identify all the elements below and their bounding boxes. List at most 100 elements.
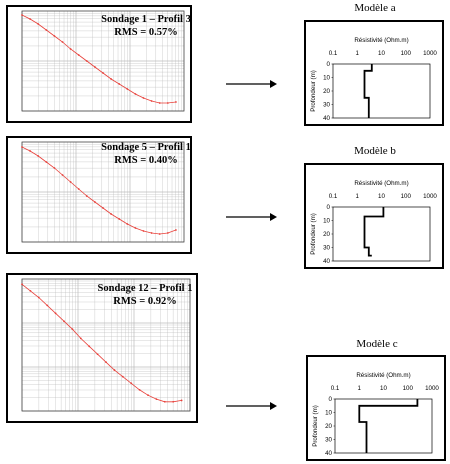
data-point: [21, 14, 23, 16]
data-point: [37, 296, 40, 299]
data-point: [71, 328, 74, 331]
data-point: [46, 304, 49, 307]
y-axis-label: Profondeur (m): [310, 213, 317, 255]
y-axis-label: Profondeur (m): [310, 70, 317, 112]
plot-frame: [332, 206, 431, 262]
sounding-plot-3: [21, 278, 191, 412]
sounding-title-2: Sondage 5 – Profil 1: [101, 142, 191, 153]
x-tick-label: 0.1: [329, 50, 338, 57]
series-line: [21, 283, 182, 403]
data-point: [88, 345, 91, 348]
y-tick-label: 20: [325, 423, 332, 430]
data-point: [175, 101, 177, 103]
data-point: [77, 54, 80, 56]
y-tick-label: 10: [323, 218, 330, 225]
data-point: [29, 150, 31, 152]
model-figure-a: Résistivité (Ohm.m) 0.1 1 10 100 1000 0 10 20 30 4…: [304, 20, 444, 126]
data-point: [29, 18, 31, 20]
y-tick-label: 20: [323, 231, 330, 238]
data-point: [61, 174, 64, 176]
model-plot-b: Résistivité (Ohm.m) 0.1 1 10 100 1000 0 10 20 30 4…: [310, 180, 437, 265]
data-point: [110, 213, 112, 215]
data-point: [175, 229, 177, 231]
sounding-rms-2: RMS = 0.40%: [114, 155, 178, 166]
x-tick-label: 1000: [423, 50, 437, 57]
data-point: [142, 230, 145, 232]
plot-frame: [332, 63, 431, 119]
model-figure-c: Résistivité (Ohm.m) 0.1 1 10 100 1000 0 10 20 30 4…: [306, 355, 446, 461]
data-point: [21, 146, 23, 148]
x-tick-label: 0.1: [329, 193, 338, 200]
x-tick-label: 10: [378, 193, 385, 200]
x-tick-label: 1: [356, 50, 360, 57]
plot-frame: [21, 278, 191, 412]
data-point: [158, 233, 161, 235]
data-point: [37, 23, 40, 25]
model-title-c: Modèle c: [356, 338, 398, 350]
data-point: [130, 382, 133, 385]
y-tick-label: 10: [325, 410, 332, 417]
y-tick-label: 40: [325, 450, 332, 457]
data-point: [77, 188, 80, 190]
sounding-rms-3: RMS = 0.92%: [113, 296, 177, 307]
x-axis-label: Résistivité (Ohm.m): [354, 180, 408, 187]
data-point: [102, 72, 104, 74]
sounding-title-3: Sondage 12 – Profil 1: [97, 283, 193, 294]
sounding-title-1: Sondage 1 – Profil 3: [101, 14, 191, 25]
data-point: [138, 388, 141, 391]
model-title-a: Modèle a: [354, 2, 396, 14]
data-point: [69, 48, 72, 50]
data-point: [53, 167, 56, 169]
sounding-figure-3: [6, 273, 198, 423]
data-point: [150, 100, 153, 102]
data-point: [37, 155, 40, 157]
x-tick-label: 1000: [425, 385, 439, 392]
y-tick-label: 30: [325, 437, 332, 444]
y-tick-label: 30: [323, 102, 330, 109]
series-line: [21, 146, 177, 235]
data-point: [45, 29, 48, 31]
data-point: [180, 399, 183, 402]
data-point: [158, 102, 161, 104]
y-tick-label: 20: [323, 88, 330, 95]
sounding-plot-1: [21, 10, 185, 112]
data-point: [94, 201, 96, 203]
data-point: [121, 375, 124, 378]
series-line: [21, 14, 176, 104]
data-point: [94, 66, 96, 68]
model-plot-c: Résistivité (Ohm.m) 0.1 1 10 100 1000 0 10 20 30 4…: [312, 372, 439, 457]
data-point: [96, 353, 99, 356]
data-point: [166, 232, 169, 234]
x-tick-label: 1: [358, 385, 362, 392]
data-point: [147, 394, 149, 397]
data-point: [155, 398, 158, 401]
data-point: [29, 289, 32, 292]
data-point: [69, 181, 72, 183]
series-line: [363, 64, 373, 118]
sounding-rms-1: RMS = 0.57%: [114, 27, 178, 38]
x-axis-label: Résistivité (Ohm.m): [354, 37, 408, 44]
data-point: [85, 195, 88, 197]
data-point: [163, 400, 166, 403]
sounding-figure-2: [6, 136, 192, 254]
data-point: [61, 41, 64, 43]
sounding-figure-1: [6, 5, 192, 123]
x-tick-label: 100: [403, 385, 414, 392]
series-line: [358, 399, 419, 453]
y-tick-label: 30: [323, 245, 330, 252]
data-point: [21, 283, 23, 286]
data-point: [102, 207, 104, 209]
data-point: [113, 369, 116, 371]
data-point: [105, 361, 107, 364]
data-point: [150, 232, 153, 234]
sounding-plot-2: [21, 141, 185, 243]
x-tick-label: 10: [380, 385, 387, 392]
data-point: [126, 88, 129, 90]
x-tick-label: 1000: [423, 193, 437, 200]
data-point: [134, 93, 137, 95]
plot-frame: [21, 141, 185, 243]
data-point: [63, 320, 65, 323]
data-point: [118, 83, 121, 85]
arrow-3: [226, 402, 277, 410]
data-point: [79, 337, 82, 340]
